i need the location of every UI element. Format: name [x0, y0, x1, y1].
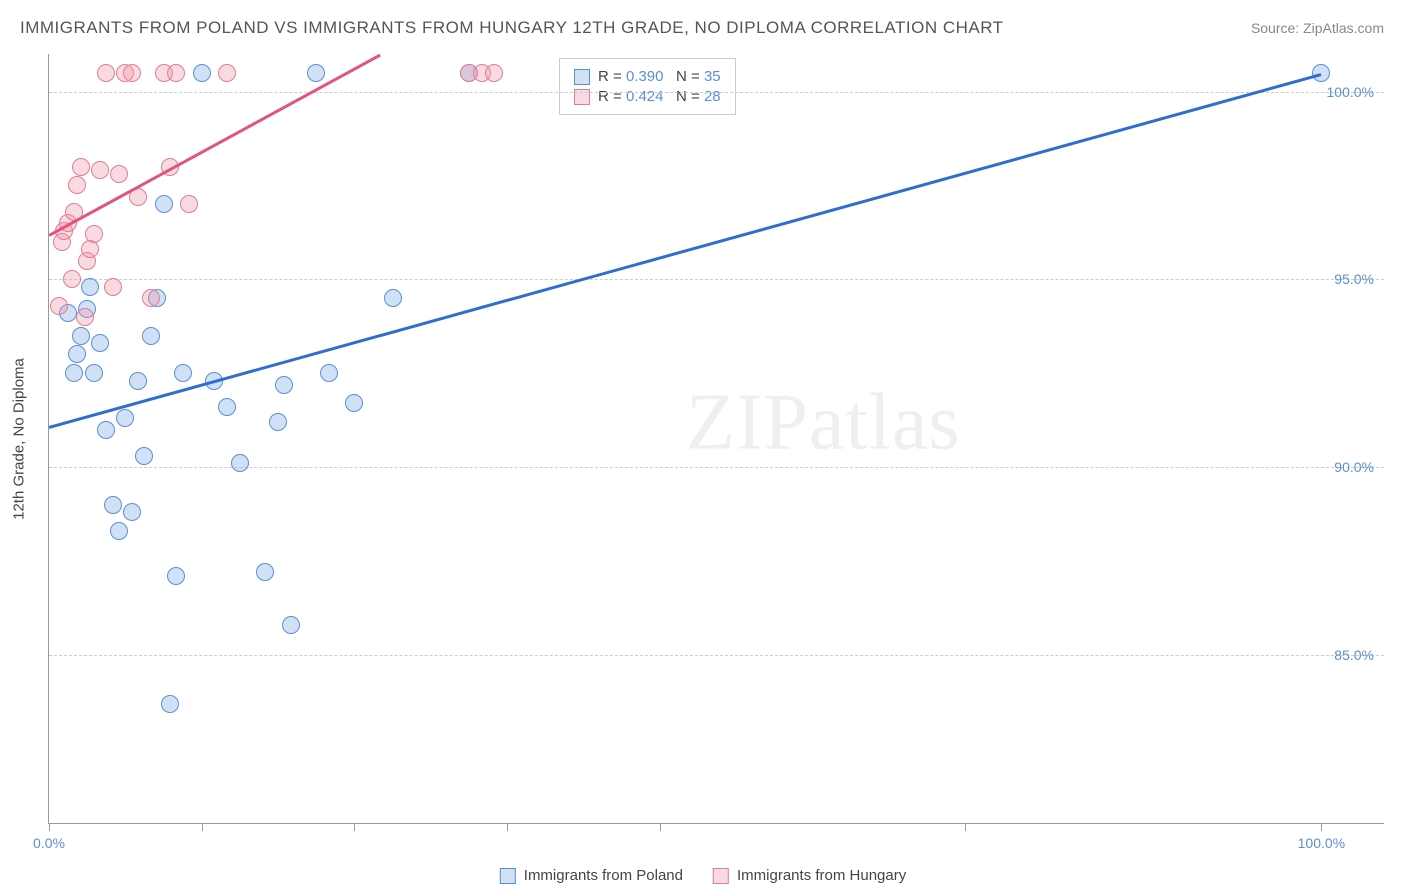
scatter-plot-area: 12th Grade, No Diploma ZIPatlas R = 0.39…: [48, 54, 1384, 824]
y-axis-title: 12th Grade, No Diploma: [11, 358, 28, 520]
scatter-point: [129, 372, 147, 390]
scatter-point: [68, 345, 86, 363]
scatter-point: [161, 695, 179, 713]
scatter-point: [320, 364, 338, 382]
scatter-point: [167, 567, 185, 585]
scatter-point: [142, 289, 160, 307]
scatter-point: [167, 64, 185, 82]
scatter-point: [97, 421, 115, 439]
x-tick-label: 0.0%: [33, 835, 65, 851]
scatter-point: [269, 413, 287, 431]
scatter-point: [72, 158, 90, 176]
scatter-point: [81, 240, 99, 258]
scatter-point: [1312, 64, 1330, 82]
scatter-point: [81, 278, 99, 296]
gridline-horizontal: [49, 279, 1384, 280]
legend-text: R = 0.424 N = 28: [598, 88, 721, 105]
scatter-point: [218, 64, 236, 82]
gridline-horizontal: [49, 467, 1384, 468]
y-tick-label: 85.0%: [1334, 647, 1374, 663]
x-tick: [202, 823, 203, 831]
source-name: ZipAtlas.com: [1303, 20, 1384, 36]
series-legend-item: Immigrants from Poland: [500, 867, 683, 884]
scatter-point: [76, 308, 94, 326]
scatter-point: [384, 289, 402, 307]
scatter-point: [72, 327, 90, 345]
gridline-horizontal: [49, 92, 1384, 93]
scatter-point: [231, 454, 249, 472]
legend-row: R = 0.424 N = 28: [574, 88, 721, 105]
scatter-point: [63, 270, 81, 288]
scatter-point: [68, 176, 86, 194]
scatter-point: [110, 165, 128, 183]
x-tick: [1321, 823, 1322, 831]
source-attribution: Source: ZipAtlas.com: [1251, 20, 1384, 36]
scatter-point: [116, 409, 134, 427]
legend-row: R = 0.390 N = 35: [574, 68, 721, 85]
chart-title: IMMIGRANTS FROM POLAND VS IMMIGRANTS FRO…: [20, 18, 1004, 38]
x-tick-label: 100.0%: [1298, 835, 1345, 851]
x-tick: [354, 823, 355, 831]
scatter-point: [104, 278, 122, 296]
scatter-point: [485, 64, 503, 82]
series-legend: Immigrants from Poland Immigrants from Hu…: [500, 867, 906, 884]
series-name: Immigrants from Poland: [524, 867, 683, 884]
x-tick: [507, 823, 508, 831]
scatter-point: [123, 64, 141, 82]
scatter-point: [135, 447, 153, 465]
scatter-point: [104, 496, 122, 514]
scatter-point: [174, 364, 192, 382]
legend-swatch: [500, 868, 516, 884]
x-tick: [965, 823, 966, 831]
source-prefix: Source:: [1251, 20, 1303, 36]
scatter-point: [142, 327, 160, 345]
scatter-point: [97, 64, 115, 82]
series-legend-item: Immigrants from Hungary: [713, 867, 906, 884]
y-tick-label: 95.0%: [1334, 271, 1374, 287]
scatter-point: [123, 503, 141, 521]
y-tick-label: 100.0%: [1327, 84, 1374, 100]
scatter-point: [65, 364, 83, 382]
x-tick: [49, 823, 50, 831]
scatter-point: [155, 195, 173, 213]
scatter-point: [307, 64, 325, 82]
trend-line: [48, 54, 380, 236]
scatter-point: [256, 563, 274, 581]
scatter-point: [180, 195, 198, 213]
scatter-point: [85, 225, 103, 243]
scatter-point: [275, 376, 293, 394]
gridline-horizontal: [49, 655, 1384, 656]
series-name: Immigrants from Hungary: [737, 867, 906, 884]
watermark-atlas: atlas: [809, 379, 961, 467]
legend-swatch: [713, 868, 729, 884]
scatter-point: [85, 364, 103, 382]
scatter-point: [91, 334, 109, 352]
scatter-point: [345, 394, 363, 412]
legend-swatch: [574, 69, 590, 85]
legend-text: R = 0.390 N = 35: [598, 68, 721, 85]
scatter-point: [282, 616, 300, 634]
scatter-point: [50, 297, 68, 315]
scatter-point: [218, 398, 236, 416]
watermark-zip: ZIP: [686, 379, 809, 467]
correlation-legend-box: R = 0.390 N = 35 R = 0.424 N = 28: [559, 58, 736, 115]
scatter-point: [110, 522, 128, 540]
trend-line: [49, 73, 1322, 428]
scatter-point: [91, 161, 109, 179]
x-tick: [660, 823, 661, 831]
watermark-text: ZIPatlas: [686, 378, 961, 469]
scatter-point: [193, 64, 211, 82]
y-tick-label: 90.0%: [1334, 459, 1374, 475]
